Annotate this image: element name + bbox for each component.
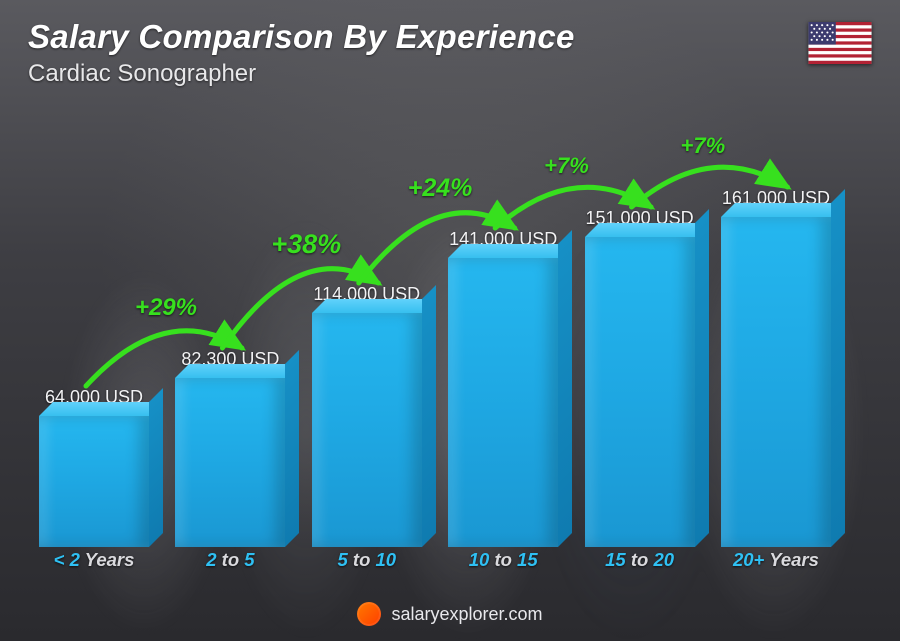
- bar-slot: 82,300 USD: [166, 349, 294, 547]
- footer: salaryexplorer.com: [0, 602, 900, 631]
- x-axis-label: 10 to 15: [439, 549, 567, 581]
- source-label: salaryexplorer.com: [391, 604, 542, 625]
- x-axis-label: 2 to 5: [166, 549, 294, 581]
- page-title: Salary Comparison By Experience: [28, 18, 575, 56]
- bar-slot: 114,000 USD: [303, 284, 431, 547]
- us-flag-icon: [808, 22, 872, 64]
- bar-slot: 141,000 USD: [439, 229, 567, 547]
- x-axis-label: < 2 Years: [30, 549, 158, 581]
- x-axis-label: 20+ Years: [712, 549, 840, 581]
- bar-chart: 64,000 USD82,300 USD114,000 USD141,000 U…: [30, 140, 840, 581]
- delta-pct-label: +7%: [544, 153, 589, 179]
- bar: [175, 378, 285, 547]
- bar: [312, 313, 422, 547]
- x-axis: < 2 Years2 to 5 5 to 1010 to 15 15 to 2020…: [30, 549, 840, 581]
- bar: [39, 416, 149, 547]
- logo-icon: [357, 602, 381, 626]
- delta-pct-label: +7%: [681, 133, 726, 159]
- bar-slot: 151,000 USD: [576, 208, 704, 547]
- title-block: Salary Comparison By Experience Cardiac …: [28, 18, 575, 88]
- bar: [721, 217, 831, 547]
- bar: [448, 258, 558, 547]
- delta-pct-label: +29%: [135, 294, 197, 322]
- delta-pct-label: +38%: [271, 229, 341, 260]
- page-subtitle: Cardiac Sonographer: [28, 60, 575, 88]
- delta-pct-label: +24%: [408, 174, 473, 203]
- bar-slot: 64,000 USD: [30, 387, 158, 547]
- bar-slot: 161,000 USD: [712, 188, 840, 547]
- infographic-stage: Salary Comparison By Experience Cardiac …: [0, 0, 900, 641]
- x-axis-label: 15 to 20: [576, 549, 704, 581]
- bar: [585, 237, 695, 547]
- x-axis-label: 5 to 10: [303, 549, 431, 581]
